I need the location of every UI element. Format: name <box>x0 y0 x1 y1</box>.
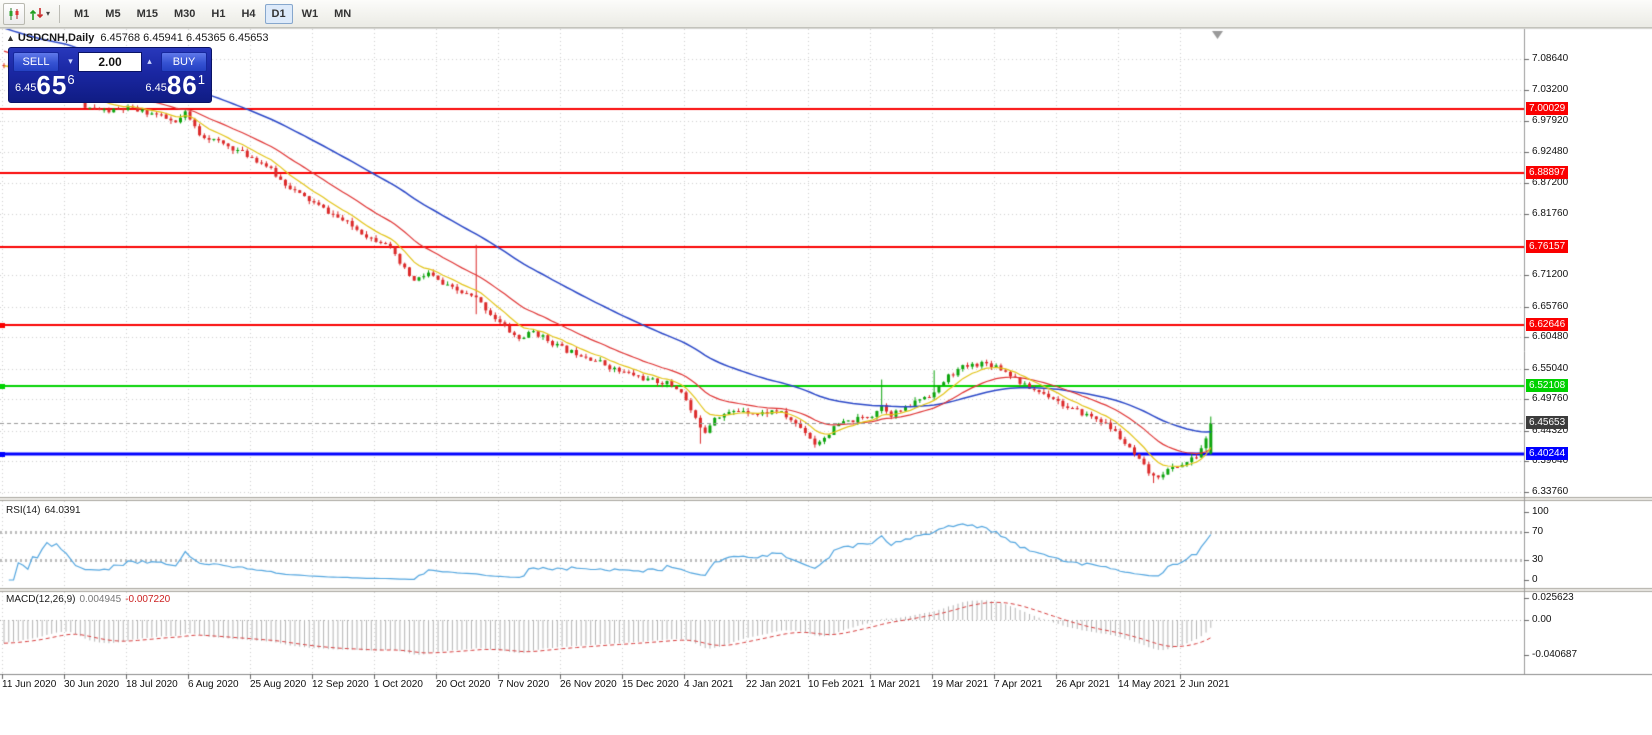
candlestick-chart-icon <box>9 7 19 20</box>
sell-price-small: 6.45 <box>15 82 37 94</box>
macd-signal-value: -0.007220 <box>125 594 171 605</box>
timeframe-group: M1 M5 M15 M30 H1 H4 D1 W1 MN <box>66 3 359 24</box>
sell-price-big: 65 <box>36 70 68 100</box>
arrows-icon <box>29 7 44 20</box>
symbol-period-label: USDCNH,Daily <box>17 32 95 44</box>
ohlc-values: 6.45768 6.45941 6.45365 6.45653 <box>100 32 269 44</box>
macd-name: MACD(12,26,9) <box>6 594 76 605</box>
toolbar: ▾ M1 M5 M15 M30 H1 H4 D1 W1 MN <box>0 0 1652 28</box>
volume-increase-button[interactable]: ▴ <box>143 53 156 71</box>
timeframe-h4[interactable]: H4 <box>234 4 262 24</box>
timeframe-d1[interactable]: D1 <box>264 3 293 24</box>
timeframe-h1[interactable]: H1 <box>204 4 232 24</box>
buy-price: 6.45 86 1 <box>145 70 205 100</box>
rsi-header: RSI(14) 64.0391 <box>6 505 81 516</box>
buy-price-big: 86 <box>166 70 198 100</box>
trade-controls-row: SELL ▾ ▴ BUY <box>13 51 207 72</box>
buy-price-sup: 1 <box>197 72 205 87</box>
sell-button[interactable]: SELL <box>13 51 59 72</box>
timeframe-m30[interactable]: M30 <box>167 4 202 24</box>
volume-stepper: ▾ ▴ <box>64 51 156 72</box>
buy-price-small: 6.45 <box>145 82 167 94</box>
volume-input[interactable] <box>78 51 142 72</box>
sell-price: 6.45 65 6 <box>15 70 75 100</box>
timeframe-m15[interactable]: M15 <box>130 4 165 24</box>
rsi-name: RSI(14) <box>6 505 41 516</box>
chart-window-icon[interactable] <box>3 2 25 25</box>
timeframe-m5[interactable]: M5 <box>98 4 127 24</box>
dropdown-caret-icon: ▾ <box>46 8 51 18</box>
chart-symbol-icon: ▲ <box>6 33 15 43</box>
volume-decrease-button[interactable]: ▾ <box>64 53 77 71</box>
toolbar-separator <box>59 4 61 23</box>
macd-main-value: 0.004945 <box>79 594 122 605</box>
macd-header: MACD(12,26,9) 0.004945 -0.007220 <box>6 594 170 605</box>
trade-prices-row: 6.45 65 6 6.45 86 1 <box>13 70 207 100</box>
rsi-value: 64.0391 <box>44 505 81 516</box>
chart-title: ▲ USDCNH,Daily 6.45768 6.45941 6.45365 6.4… <box>6 32 269 44</box>
sell-price-sup: 6 <box>67 72 75 87</box>
buy-button[interactable]: BUY <box>161 51 207 72</box>
timeframe-mn[interactable]: MN <box>327 4 358 24</box>
timeframe-m1[interactable]: M1 <box>67 4 96 24</box>
order-type-dropdown[interactable]: ▾ <box>26 3 53 25</box>
timeframe-w1[interactable]: W1 <box>295 4 326 24</box>
